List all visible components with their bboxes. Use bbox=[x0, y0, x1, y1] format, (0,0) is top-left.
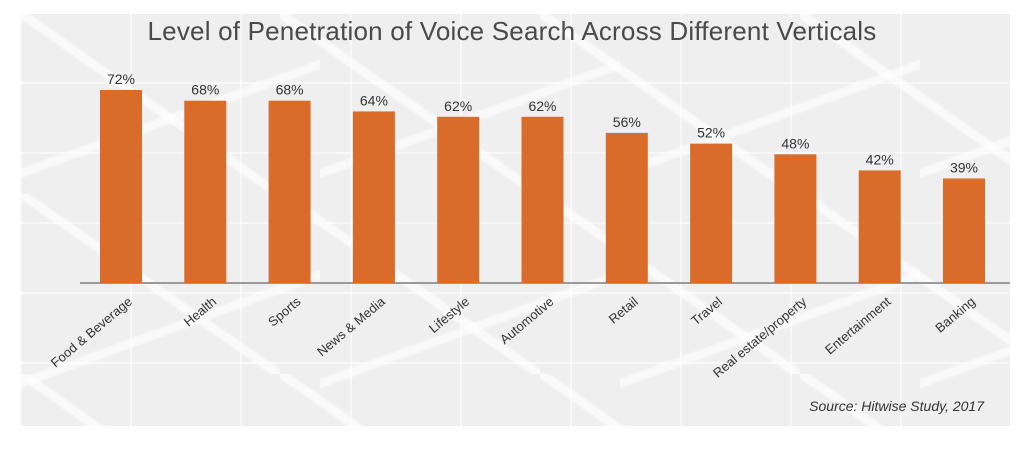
bar bbox=[352, 111, 395, 283]
category-label: Health bbox=[181, 294, 219, 330]
bar bbox=[100, 90, 142, 283]
chart-background bbox=[20, 14, 1010, 426]
category-label: Travel bbox=[688, 294, 725, 328]
source-note: Source: Hitwise Study, 2017 bbox=[809, 398, 984, 414]
bar bbox=[437, 116, 480, 283]
category-label: Real estate/property bbox=[710, 293, 810, 380]
bar bbox=[184, 100, 227, 283]
data-label: 48% bbox=[781, 135, 809, 151]
data-label: 64% bbox=[360, 92, 388, 108]
data-label: 39% bbox=[950, 159, 978, 175]
category-label: Food & Beverage bbox=[48, 294, 135, 371]
bar bbox=[858, 170, 901, 283]
data-label: 68% bbox=[276, 82, 304, 98]
category-label: Automotive bbox=[497, 294, 556, 347]
data-label: 68% bbox=[191, 82, 219, 98]
data-label: 52% bbox=[697, 125, 725, 141]
category-label: Retail bbox=[606, 294, 641, 327]
data-label: 62% bbox=[528, 98, 556, 114]
bar bbox=[605, 132, 648, 283]
data-label: 42% bbox=[866, 151, 894, 167]
category-label: Banking bbox=[932, 294, 978, 336]
category-label: Entertainment bbox=[822, 294, 894, 358]
bar bbox=[690, 143, 733, 283]
chart-title: Level of Penetration of Voice Search Acr… bbox=[147, 16, 877, 46]
data-label: 72% bbox=[107, 71, 135, 87]
category-label: Sports bbox=[265, 293, 304, 329]
category-label: Lifestyle bbox=[426, 294, 472, 336]
bar bbox=[521, 116, 564, 283]
bar bbox=[774, 154, 817, 283]
data-label: 62% bbox=[444, 98, 472, 114]
bar bbox=[268, 100, 311, 283]
bar bbox=[943, 178, 985, 283]
data-label: 56% bbox=[613, 114, 641, 130]
category-label: News & Media bbox=[314, 293, 388, 359]
